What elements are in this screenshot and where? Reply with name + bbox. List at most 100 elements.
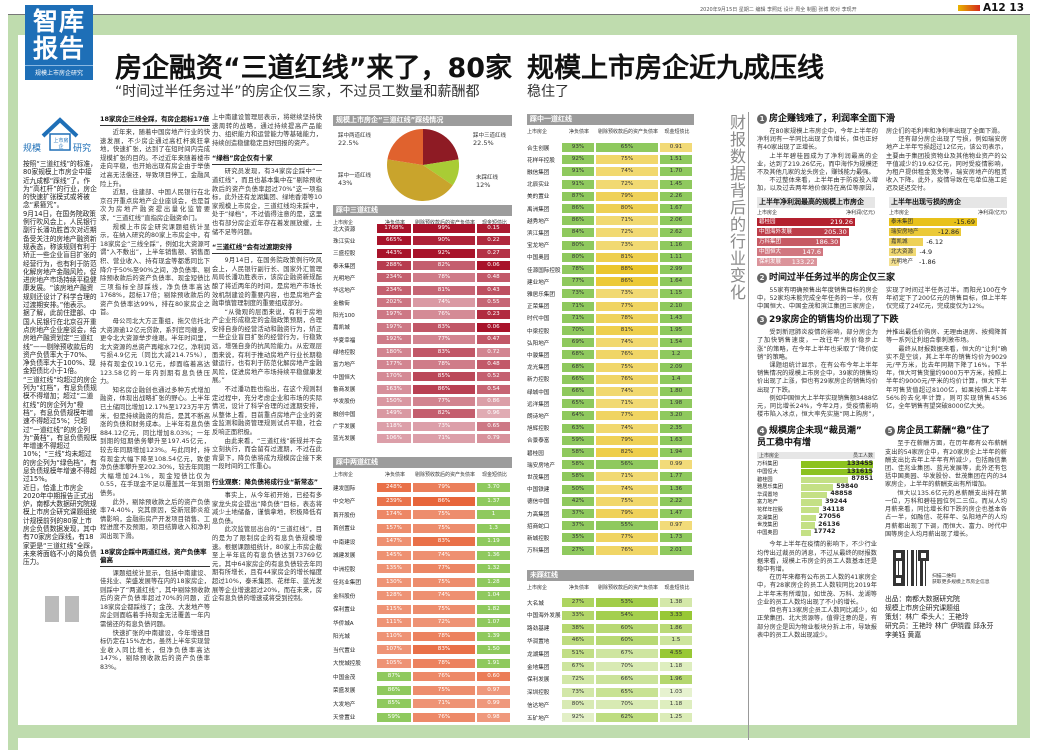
table-cell: 73% <box>562 289 594 299</box>
table-cell: 84% <box>562 228 594 238</box>
company-name: 天誉置业 <box>333 715 356 721</box>
table-row: 龙光集团 68% 75% 2.09 <box>527 362 694 372</box>
table-cell: 128% <box>377 591 411 600</box>
table-cell: 54% <box>596 610 658 620</box>
company-name: 碧桂园 <box>527 450 544 457</box>
table-cell: 0.91 <box>660 143 692 152</box>
chart-bar <box>801 469 872 476</box>
category-label: 瑞安房地产 <box>891 228 919 235</box>
table-cell: 83% <box>413 537 475 546</box>
company-name: 花样年控股 <box>527 157 555 164</box>
value-label: -1.86 <box>919 257 936 266</box>
table-cell: 1.50 <box>477 645 510 654</box>
table-cell: 72% <box>413 618 475 627</box>
value-label: 26136 <box>818 520 841 528</box>
col3-heading1: “绿档”房企仅有十家 <box>212 154 322 166</box>
table-cell: 0.79 <box>477 433 510 443</box>
table-row: 嘉凯城 197% 83% 0.06 <box>333 322 512 332</box>
table-cell: 2.06 <box>660 216 692 226</box>
paragraph: 此次监管层出台的“三道红线”，目的是为了限制房企的有息负债规模增速。根据课题组统… <box>212 526 322 603</box>
quote-mark-icon <box>45 596 59 622</box>
chart-bar <box>801 507 820 514</box>
table-cell: 3.70 <box>477 483 510 492</box>
value-label: 39244 <box>825 497 848 505</box>
table-cell: 0.48 <box>477 359 510 369</box>
table-cell: 1.80 <box>660 387 692 396</box>
section4: 4 规模房企未现“裁员潮” 员工稳中有增 上市房企 员工人数 万科集团 133455 中国恒… <box>757 425 877 639</box>
section2-heading: 2 时间过半任务过半的房企仅三家 <box>757 272 1007 284</box>
value-label: -6.12 <box>926 237 944 246</box>
left-frame-bar <box>8 15 18 750</box>
table-cell: 115% <box>377 604 411 614</box>
company-name: 禹洲集团 <box>527 206 550 213</box>
table-cell: 37% <box>562 521 594 531</box>
table-cell: 81% <box>413 285 475 295</box>
table-cell: 77% <box>413 564 475 573</box>
table-cell: 1.98 <box>660 399 692 409</box>
table-cell: 443% <box>377 248 411 258</box>
qr-code[interactable] <box>893 549 929 586</box>
category-label: 万科集团 <box>757 461 778 468</box>
table-row: 世茂集团 58% 71% 1.77 <box>527 472 694 482</box>
column-header: 净负债率 <box>384 472 405 478</box>
paragraph: 快速扩张的中南建设，今年增速目标仍定在15%左右，虽然上半年实现营业收入同比增长… <box>100 629 210 672</box>
table-cell: 0.27 <box>477 248 510 258</box>
table-cell: 1.36 <box>477 550 510 560</box>
vertical-section-label: 财报数据背后的行业变化 <box>729 113 746 302</box>
category-label: 中国恒大 <box>757 469 778 476</box>
category-label: 光明地产 <box>891 258 914 265</box>
paragraph: 9月14日，在国务院政策例行吹风会上，人民银行副行长潘功胜首次对近期备受关注的房… <box>23 209 97 310</box>
table-row: 大发地产 85% 71% 0.99 <box>333 699 512 708</box>
table-cell: 1.38 <box>660 598 692 607</box>
table-cell: 35% <box>562 533 594 543</box>
table-cell: 1.16 <box>660 240 692 250</box>
table-cell: 0.65 <box>477 421 510 431</box>
section5: 5 房企员工薪酬“稳”住了 至于在薪酬方面，在历年都有公布薪酬支出的54家房企中，… <box>885 425 1007 639</box>
table-row: 融创中国 149% 82% 0.96 <box>333 409 512 419</box>
table-row: 龙湖集团 51% 67% 4.55 <box>527 649 694 659</box>
table-cell: 1.28 <box>477 577 510 587</box>
table-cell: 0.52 <box>477 372 510 382</box>
logo-right-text: 研究 <box>73 144 92 154</box>
company-name: 中交地产 <box>333 499 356 505</box>
table-cell: 73% <box>596 240 658 250</box>
qr-block: 扫描二维码 获取更多规模上市房企信息 <box>885 549 1007 586</box>
bottom-frame-band <box>8 725 1030 738</box>
table-two-lines: 踩中两道红线 上市房企 净负债率 剔除预收款后的资产负债率 现金短债比 建发国际 248% 7… <box>333 457 512 722</box>
pie-title: 规模上市房企“三道红线”踩线情况 <box>333 115 512 126</box>
paragraph: 近年来，随着中国房地产行业的快速发展，不少房企通过高杠杆疯狂拿地，快速扩张，达到… <box>100 129 210 188</box>
table-row: 碧桂园 58% 82% 1.94 <box>527 448 694 457</box>
table-cell: 0.96 <box>477 409 510 419</box>
chart-title: 上半年出现亏损的房企 <box>889 196 1007 208</box>
category-label: 世茂集团 <box>757 522 778 529</box>
table-row: 金地集团 67% 70% 1.18 <box>527 662 694 671</box>
table-cell: 71% <box>413 699 475 708</box>
chart-bar: 泰禾集团 -15.69 <box>889 217 977 226</box>
company-name: 弘阳地产 <box>527 340 550 347</box>
company-name: 保利发展 <box>527 677 550 684</box>
table-cell: 71% <box>596 472 658 482</box>
company-name: 龙湖集团 <box>527 651 550 658</box>
table-cell: 27% <box>562 545 594 555</box>
table-row: 中国金茂 87% 76% 0.60 <box>333 672 512 681</box>
table-row: 中南建设 147% 83% 1.19 <box>333 537 512 546</box>
paragraph: 课题组统计显示，在有公布今年上半年销售情况的规模上市房企中，39家的销售均价出现… <box>757 362 878 394</box>
section1-title: 房企赚钱难了，利润率全面下滑 <box>769 114 896 124</box>
company-name: 朗诗地产 <box>527 413 550 420</box>
category-label: 花样年控股 <box>757 507 783 514</box>
table-row: 万科集团 27% 76% 2.01 <box>527 545 694 555</box>
column-header: 现金短债比 <box>481 472 507 478</box>
table-row: 金融街 202% 74% 0.55 <box>333 298 512 308</box>
chart-bar <box>801 529 811 537</box>
section4-title-line2: 员工稳中有增 <box>757 438 812 449</box>
chart-bar: 北大资源 -4.9 <box>889 247 932 256</box>
table-row: 大悦城控股 105% 78% 1.91 <box>333 658 512 668</box>
table-cell: 68% <box>562 350 594 360</box>
column-header: 净负债率 <box>568 129 589 135</box>
table-cell: 70% <box>562 326 594 335</box>
value-label: 34118 <box>822 505 845 513</box>
table-cell: 150% <box>377 396 411 406</box>
table-cell: 170% <box>377 372 411 382</box>
credit-line: 策划：林广 牵头人：王艳玲 <box>885 612 969 621</box>
